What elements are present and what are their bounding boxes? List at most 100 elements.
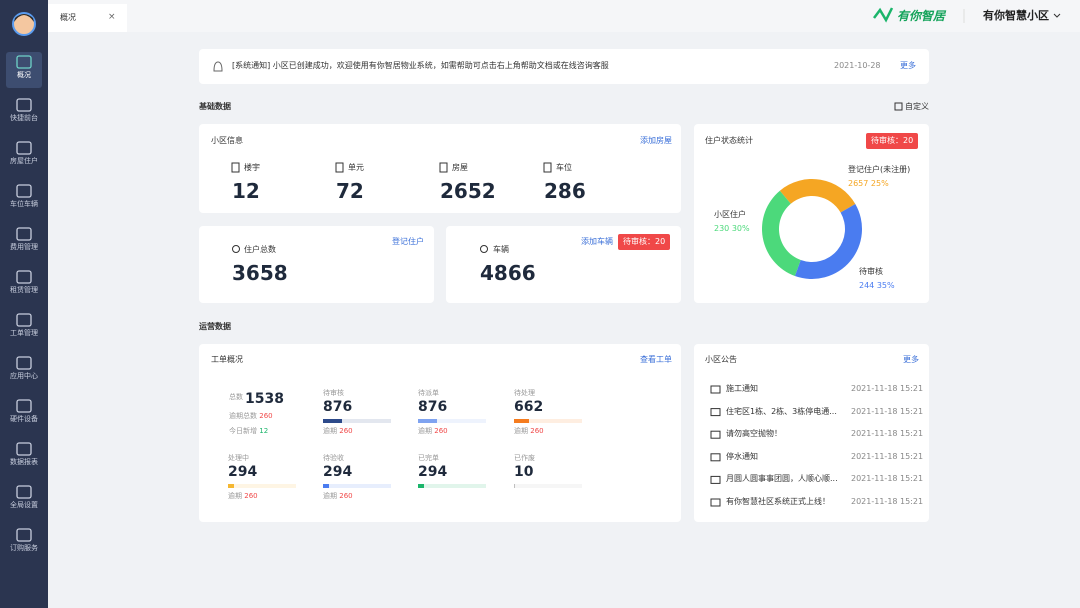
stat-label: 单元 <box>348 163 364 172</box>
stat-label: 住户总数 <box>244 245 276 254</box>
label: 逾期总数 <box>229 412 257 420</box>
card-action[interactable]: 添加房屋 <box>640 136 672 145</box>
announcement-time: 2021-11-18 15:21 <box>851 474 924 484</box>
stat-label: 车位 <box>556 163 572 172</box>
sidebar-item[interactable]: 房屋住户 <box>10 157 38 165</box>
announcement-time: 2021-11-18 15:21 <box>851 384 924 393</box>
announcement-title[interactable]: 月圆人圆事事团圆，人顺心顺... <box>726 474 838 484</box>
progress-fill <box>323 419 343 423</box>
progress-fill <box>323 484 330 488</box>
stat-label: 楼宇 <box>244 163 260 172</box>
tab-title: 概况 <box>60 13 76 22</box>
stat-value: 286 <box>544 179 586 203</box>
announcement-time: 2021-11-18 15:21 <box>851 406 924 416</box>
logo: 有你智居 <box>897 9 946 23</box>
announcement-card <box>694 344 929 522</box>
notice-more[interactable]: 更多 <box>900 61 916 70</box>
status-label: 待验收 <box>323 454 344 462</box>
label: 逾期 <box>323 427 337 435</box>
overdue-total: 逾期总数 260 <box>229 413 273 420</box>
label: 逾期 <box>514 427 528 435</box>
card-action[interactable]: 添加车辆 <box>581 237 613 246</box>
segment-percent: 35% <box>876 281 895 290</box>
stat-label: 房屋 <box>452 163 468 172</box>
stat-value: 3658 <box>232 261 288 285</box>
card-action[interactable]: 登记住户 <box>392 237 424 246</box>
status-value: 10 <box>514 464 534 480</box>
sidebar-item[interactable]: 应用中心 <box>10 372 38 380</box>
card-title: 工单概况 <box>211 355 243 364</box>
notice-card <box>199 49 929 84</box>
sidebar-item[interactable]: 数据报表 <box>10 458 38 466</box>
label: 逾期 <box>418 427 432 435</box>
status-value: 876 <box>323 399 353 415</box>
total-value: 1538 <box>245 391 284 407</box>
section-title: 运营数据 <box>199 322 231 331</box>
card-title: 小区公告 <box>705 355 737 364</box>
announcement-title[interactable]: 请勿高空抛物！ <box>726 429 782 439</box>
donut-label: 登记住户(未注册) <box>848 165 911 174</box>
total-label: 总数 <box>229 393 243 401</box>
announcement-time: 2021-11-18 15:21 <box>851 451 924 461</box>
sidebar-item[interactable]: 概况 <box>17 71 31 79</box>
card-title: 小区信息 <box>211 136 243 145</box>
badge: 待审核：20 <box>866 133 919 149</box>
status-value: 294 <box>323 464 353 480</box>
progress-track <box>514 484 582 488</box>
sidebar-item[interactable]: 硬件设备 <box>10 415 38 423</box>
sidebar-item[interactable]: 租赁管理 <box>10 286 38 294</box>
sidebar-item[interactable]: 车位车辆 <box>10 200 38 208</box>
notice-text: [系统通知] 小区已创建成功，欢迎使用有你智居物业系统，如需帮助可点击右上角帮助… <box>232 61 609 70</box>
sidebar-item[interactable]: 全局设置 <box>10 501 38 509</box>
status-label: 待派单 <box>418 389 439 397</box>
announcement-title[interactable]: 停水通知 <box>726 451 758 461</box>
today-new: 今日新增 12 <box>229 428 268 435</box>
segment-count: 2657 <box>848 179 869 188</box>
number: 260 <box>339 427 353 435</box>
customize[interactable]: 自定义 <box>905 102 929 111</box>
donut-label: 待审核 <box>859 267 883 276</box>
card-action[interactable]: 查看工单 <box>640 355 672 364</box>
overdue: 逾期 260 <box>323 493 353 500</box>
progress-track <box>323 419 391 423</box>
donut-value: 230 30% <box>714 225 750 233</box>
sidebar-item[interactable]: 工单管理 <box>10 329 38 337</box>
sidebar-item[interactable]: 费用管理 <box>10 243 38 251</box>
progress-track <box>418 419 486 423</box>
donut-segment <box>779 178 856 213</box>
donut-label: 小区住户 <box>714 210 746 219</box>
overdue: 逾期 260 <box>418 428 448 435</box>
card-title: 住户状态统计 <box>705 136 753 145</box>
announcement-title[interactable]: 施工通知 <box>726 384 758 393</box>
announcement-time: 2021-11-18 15:21 <box>851 429 924 439</box>
label: 逾期 <box>228 492 242 500</box>
donut-segment <box>794 204 862 279</box>
announcement-time: 2021-11-18 15:21 <box>851 497 924 506</box>
stat-value: 4866 <box>480 261 536 285</box>
sidebar-item[interactable]: 订购服务 <box>10 544 38 552</box>
donut-segment <box>761 190 801 276</box>
progress-track <box>228 484 296 488</box>
tab[interactable] <box>48 4 127 32</box>
badge: 待审核：20 <box>618 234 671 250</box>
sidebar-item[interactable]: 快捷前台 <box>10 114 38 122</box>
tab-close: × <box>108 12 116 22</box>
status-label: 待处理 <box>514 389 535 397</box>
progress-track <box>323 484 391 488</box>
announcement-title[interactable]: 有你智慧社区系统正式上线！ <box>726 497 830 506</box>
segment-percent: 30% <box>731 224 750 233</box>
segment-percent: 25% <box>870 179 889 188</box>
announcement-title[interactable]: 住宅区1栋、2栋、3栋停电通... <box>726 406 837 416</box>
sidebar <box>0 0 48 608</box>
number: 260 <box>530 427 544 435</box>
card-action[interactable]: 更多 <box>903 355 919 364</box>
number: 12 <box>259 427 269 435</box>
progress-fill <box>228 484 235 488</box>
progress-track <box>514 419 582 423</box>
community-name[interactable]: 有你智慧小区 <box>983 9 1049 22</box>
progress-fill <box>514 419 529 423</box>
progress-track <box>418 484 486 488</box>
status-value: 294 <box>228 464 258 480</box>
number: 260 <box>259 412 273 420</box>
